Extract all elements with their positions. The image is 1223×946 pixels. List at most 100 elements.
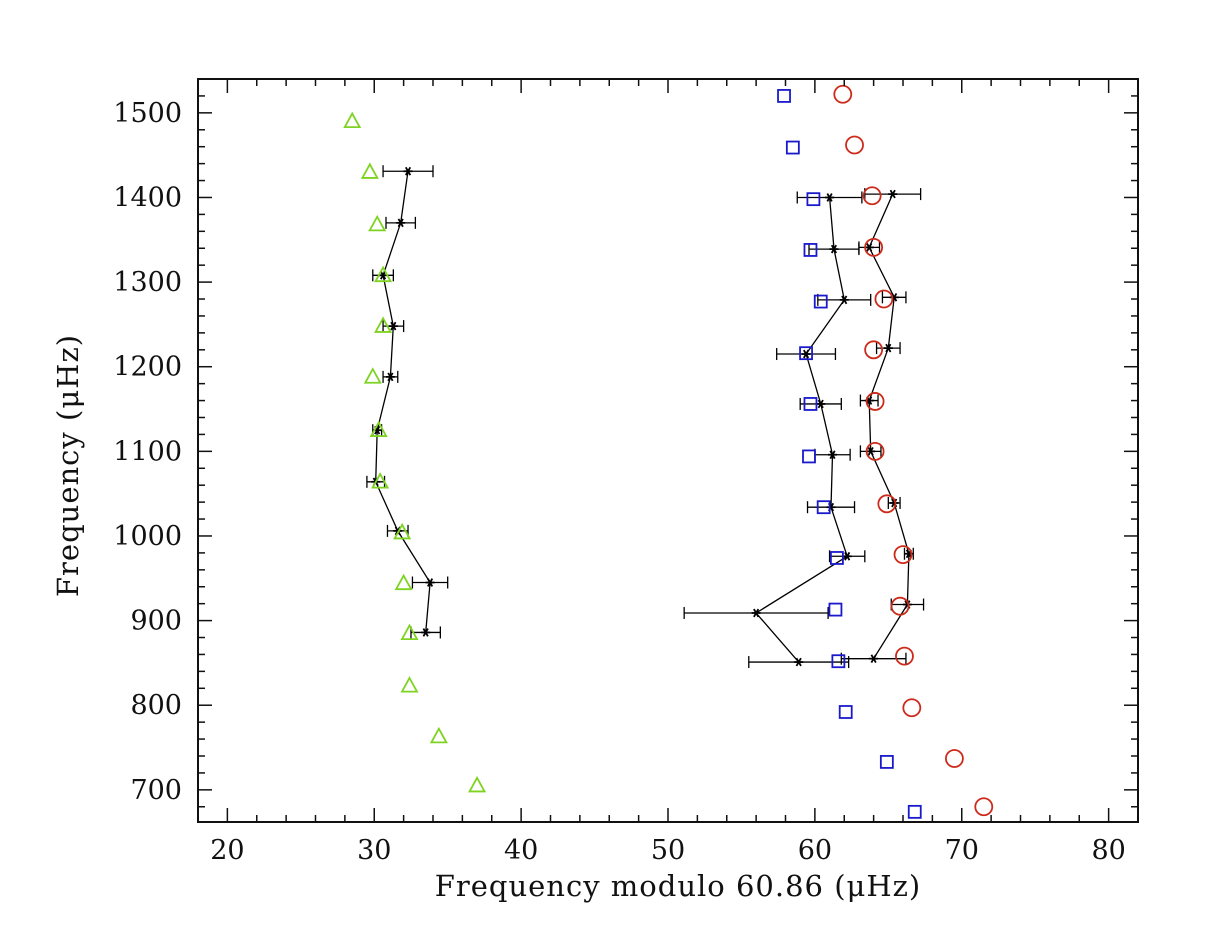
circle-point xyxy=(862,186,882,206)
star-point xyxy=(403,166,413,176)
star-stroke xyxy=(870,654,877,664)
plot-area xyxy=(343,84,994,819)
circle-point xyxy=(874,289,894,309)
square-point xyxy=(806,192,821,207)
triangle-point xyxy=(368,214,387,232)
square-point xyxy=(803,397,818,411)
circle-point xyxy=(974,797,994,817)
star-point xyxy=(421,628,431,637)
y-tick-label: 1400 xyxy=(113,182,182,213)
star-stroke xyxy=(405,166,412,176)
circle-point xyxy=(864,238,884,257)
x-tick-label: 30 xyxy=(357,835,391,866)
square-point xyxy=(777,89,791,103)
star-point xyxy=(378,270,388,280)
circle-point xyxy=(902,698,922,718)
x-tick-label: 20 xyxy=(210,835,244,866)
circle-point xyxy=(845,135,864,155)
star-stroke xyxy=(891,498,898,508)
y-tick-label: 1100 xyxy=(113,436,182,467)
star-point xyxy=(888,189,898,199)
y-tick-label: 1500 xyxy=(113,98,182,129)
triangle-point xyxy=(393,522,412,540)
square-point xyxy=(828,602,843,617)
square-point xyxy=(799,346,813,361)
star-point xyxy=(396,218,406,228)
star-stroke xyxy=(867,446,874,456)
triangle-point xyxy=(374,316,393,333)
triangle-point xyxy=(343,111,362,129)
plot-frame xyxy=(197,78,1139,823)
star-point xyxy=(869,654,879,664)
x-tick-label: 80 xyxy=(1091,835,1125,866)
star-point xyxy=(801,349,811,359)
x-axis-title: Frequency modulo 60.86 (μHz) xyxy=(435,869,922,903)
star-stroke xyxy=(380,270,387,280)
star-stroke xyxy=(427,578,434,587)
y-tick-label: 1300 xyxy=(113,267,182,298)
star-stroke xyxy=(841,295,848,305)
star-stroke xyxy=(387,372,394,382)
circle-point xyxy=(864,340,884,360)
star-stroke xyxy=(866,396,873,405)
circle-point xyxy=(945,749,964,768)
triangle-point xyxy=(369,420,388,437)
circle-point xyxy=(833,84,853,104)
y-tick-label: 1200 xyxy=(113,352,182,383)
triangle-point xyxy=(400,623,419,641)
square-point xyxy=(785,140,800,155)
y-tick-label: 900 xyxy=(130,606,182,637)
star-stroke xyxy=(830,244,837,254)
triangle-point xyxy=(400,676,419,693)
star-stroke xyxy=(390,321,397,331)
tick-labels: 20 30 40 50 60 70 80 700 800 900 1000 1100 1200 1300 1… xyxy=(113,98,1126,866)
star-stroke xyxy=(397,218,404,228)
circle-point xyxy=(895,646,914,666)
star-point xyxy=(388,321,398,331)
circle-point xyxy=(890,596,910,616)
triangle-point xyxy=(468,775,487,793)
x-tick-label: 70 xyxy=(945,835,979,866)
circle-point xyxy=(877,494,897,514)
star-point xyxy=(883,343,893,353)
star-point xyxy=(829,244,839,254)
star-stroke xyxy=(803,349,810,359)
star-stroke xyxy=(829,450,836,460)
square-point xyxy=(813,294,828,309)
square-point xyxy=(802,449,816,464)
star-stroke xyxy=(826,193,833,202)
square-point xyxy=(816,500,831,515)
star-stroke xyxy=(904,600,911,609)
axis-ticks xyxy=(197,78,1139,822)
triangle-point xyxy=(374,265,393,283)
ridge-line xyxy=(375,171,431,633)
x-tick-label: 60 xyxy=(798,835,832,866)
star-point xyxy=(816,399,826,409)
triangle-point xyxy=(394,573,413,591)
star-point xyxy=(828,450,837,460)
y-tick-label: 1000 xyxy=(113,521,182,552)
star-stroke xyxy=(866,243,873,252)
star-point xyxy=(425,578,435,587)
star-point xyxy=(842,551,852,561)
square-point xyxy=(830,551,844,565)
square-point xyxy=(803,243,818,257)
star-point xyxy=(839,295,849,305)
star-point xyxy=(385,372,395,382)
star-stroke xyxy=(817,399,824,409)
square-point xyxy=(838,705,853,719)
star-stroke xyxy=(885,343,892,353)
y-axis-title: Frequency (μHz) xyxy=(51,334,85,597)
triangle-point xyxy=(371,472,390,489)
x-tick-label: 50 xyxy=(651,835,685,866)
star-point xyxy=(794,657,804,667)
star-point xyxy=(751,608,761,618)
square-point xyxy=(879,755,894,769)
y-tick-label: 700 xyxy=(130,775,182,806)
star-point xyxy=(866,446,876,456)
star-stroke xyxy=(844,551,851,561)
x-tick-label: 40 xyxy=(504,835,538,866)
star-stroke xyxy=(753,608,760,618)
square-point xyxy=(907,804,922,819)
